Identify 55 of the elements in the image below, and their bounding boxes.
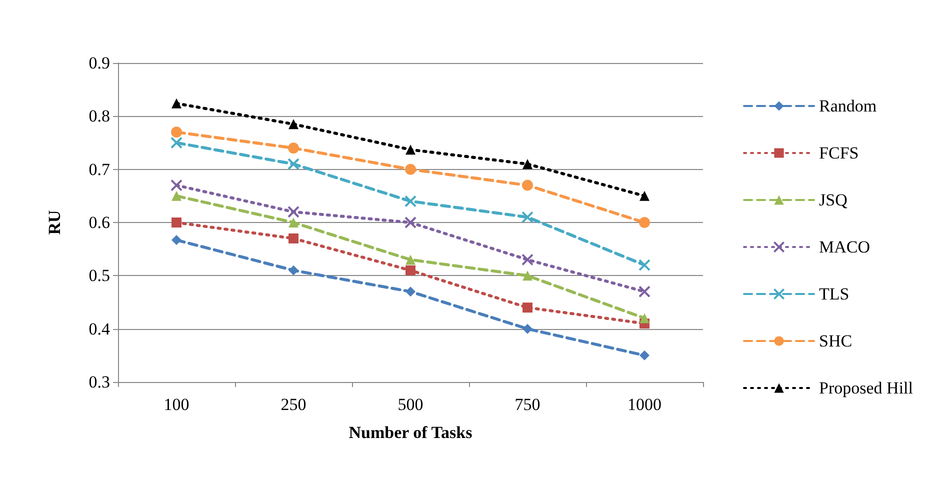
y-tick-label: 0.7	[88, 160, 110, 179]
point	[522, 180, 533, 191]
point	[172, 235, 182, 246]
x-tick-label: 1000	[628, 395, 662, 414]
y-tick-label: 0.6	[88, 213, 110, 232]
point	[406, 254, 416, 265]
point	[406, 265, 416, 276]
point	[640, 313, 650, 324]
x-tick-label: 100	[164, 395, 190, 414]
point	[522, 324, 532, 334]
point	[638, 286, 650, 298]
x-tick-label: 750	[514, 395, 540, 414]
point	[172, 218, 182, 228]
point	[522, 302, 532, 313]
y-tick-label: 0.5	[88, 266, 110, 286]
point	[406, 286, 416, 297]
y-tick-label: 0.4	[88, 319, 110, 338]
point	[405, 164, 416, 175]
legend-label: JSQ	[819, 190, 848, 210]
point	[404, 195, 416, 208]
point	[172, 190, 182, 201]
point	[288, 218, 298, 228]
point	[639, 217, 650, 228]
point	[522, 159, 532, 170]
legend-label: FCFS	[819, 144, 859, 162]
y-tick-label: 0.3	[88, 372, 110, 392]
point	[288, 119, 298, 130]
point	[288, 265, 298, 276]
point	[170, 136, 182, 149]
legend-label: Proposed Hill	[819, 378, 914, 398]
point	[288, 233, 298, 244]
point	[171, 126, 182, 138]
legend-label: TLS	[819, 284, 850, 304]
point	[288, 206, 300, 218]
point	[638, 259, 650, 272]
legend-label: Random	[819, 96, 877, 116]
x-tick-label: 250	[280, 395, 306, 414]
point	[640, 190, 650, 201]
point	[288, 142, 299, 154]
point	[404, 216, 416, 228]
y-tick-label: 0.8	[88, 106, 110, 126]
point	[522, 211, 534, 224]
x-axis-title: Number of Tasks	[348, 423, 473, 442]
y-tick-label: 0.9	[88, 54, 110, 72]
point	[640, 350, 650, 360]
point	[522, 270, 532, 281]
point	[522, 254, 534, 266]
point	[170, 179, 182, 192]
y-axis-title: RU	[45, 210, 64, 235]
point	[288, 158, 300, 170]
point	[172, 98, 182, 108]
legend-label: SHC	[819, 332, 852, 350]
x-tick-label: 500	[398, 395, 424, 414]
point	[406, 144, 416, 155]
legend-label: MACO	[819, 238, 870, 256]
